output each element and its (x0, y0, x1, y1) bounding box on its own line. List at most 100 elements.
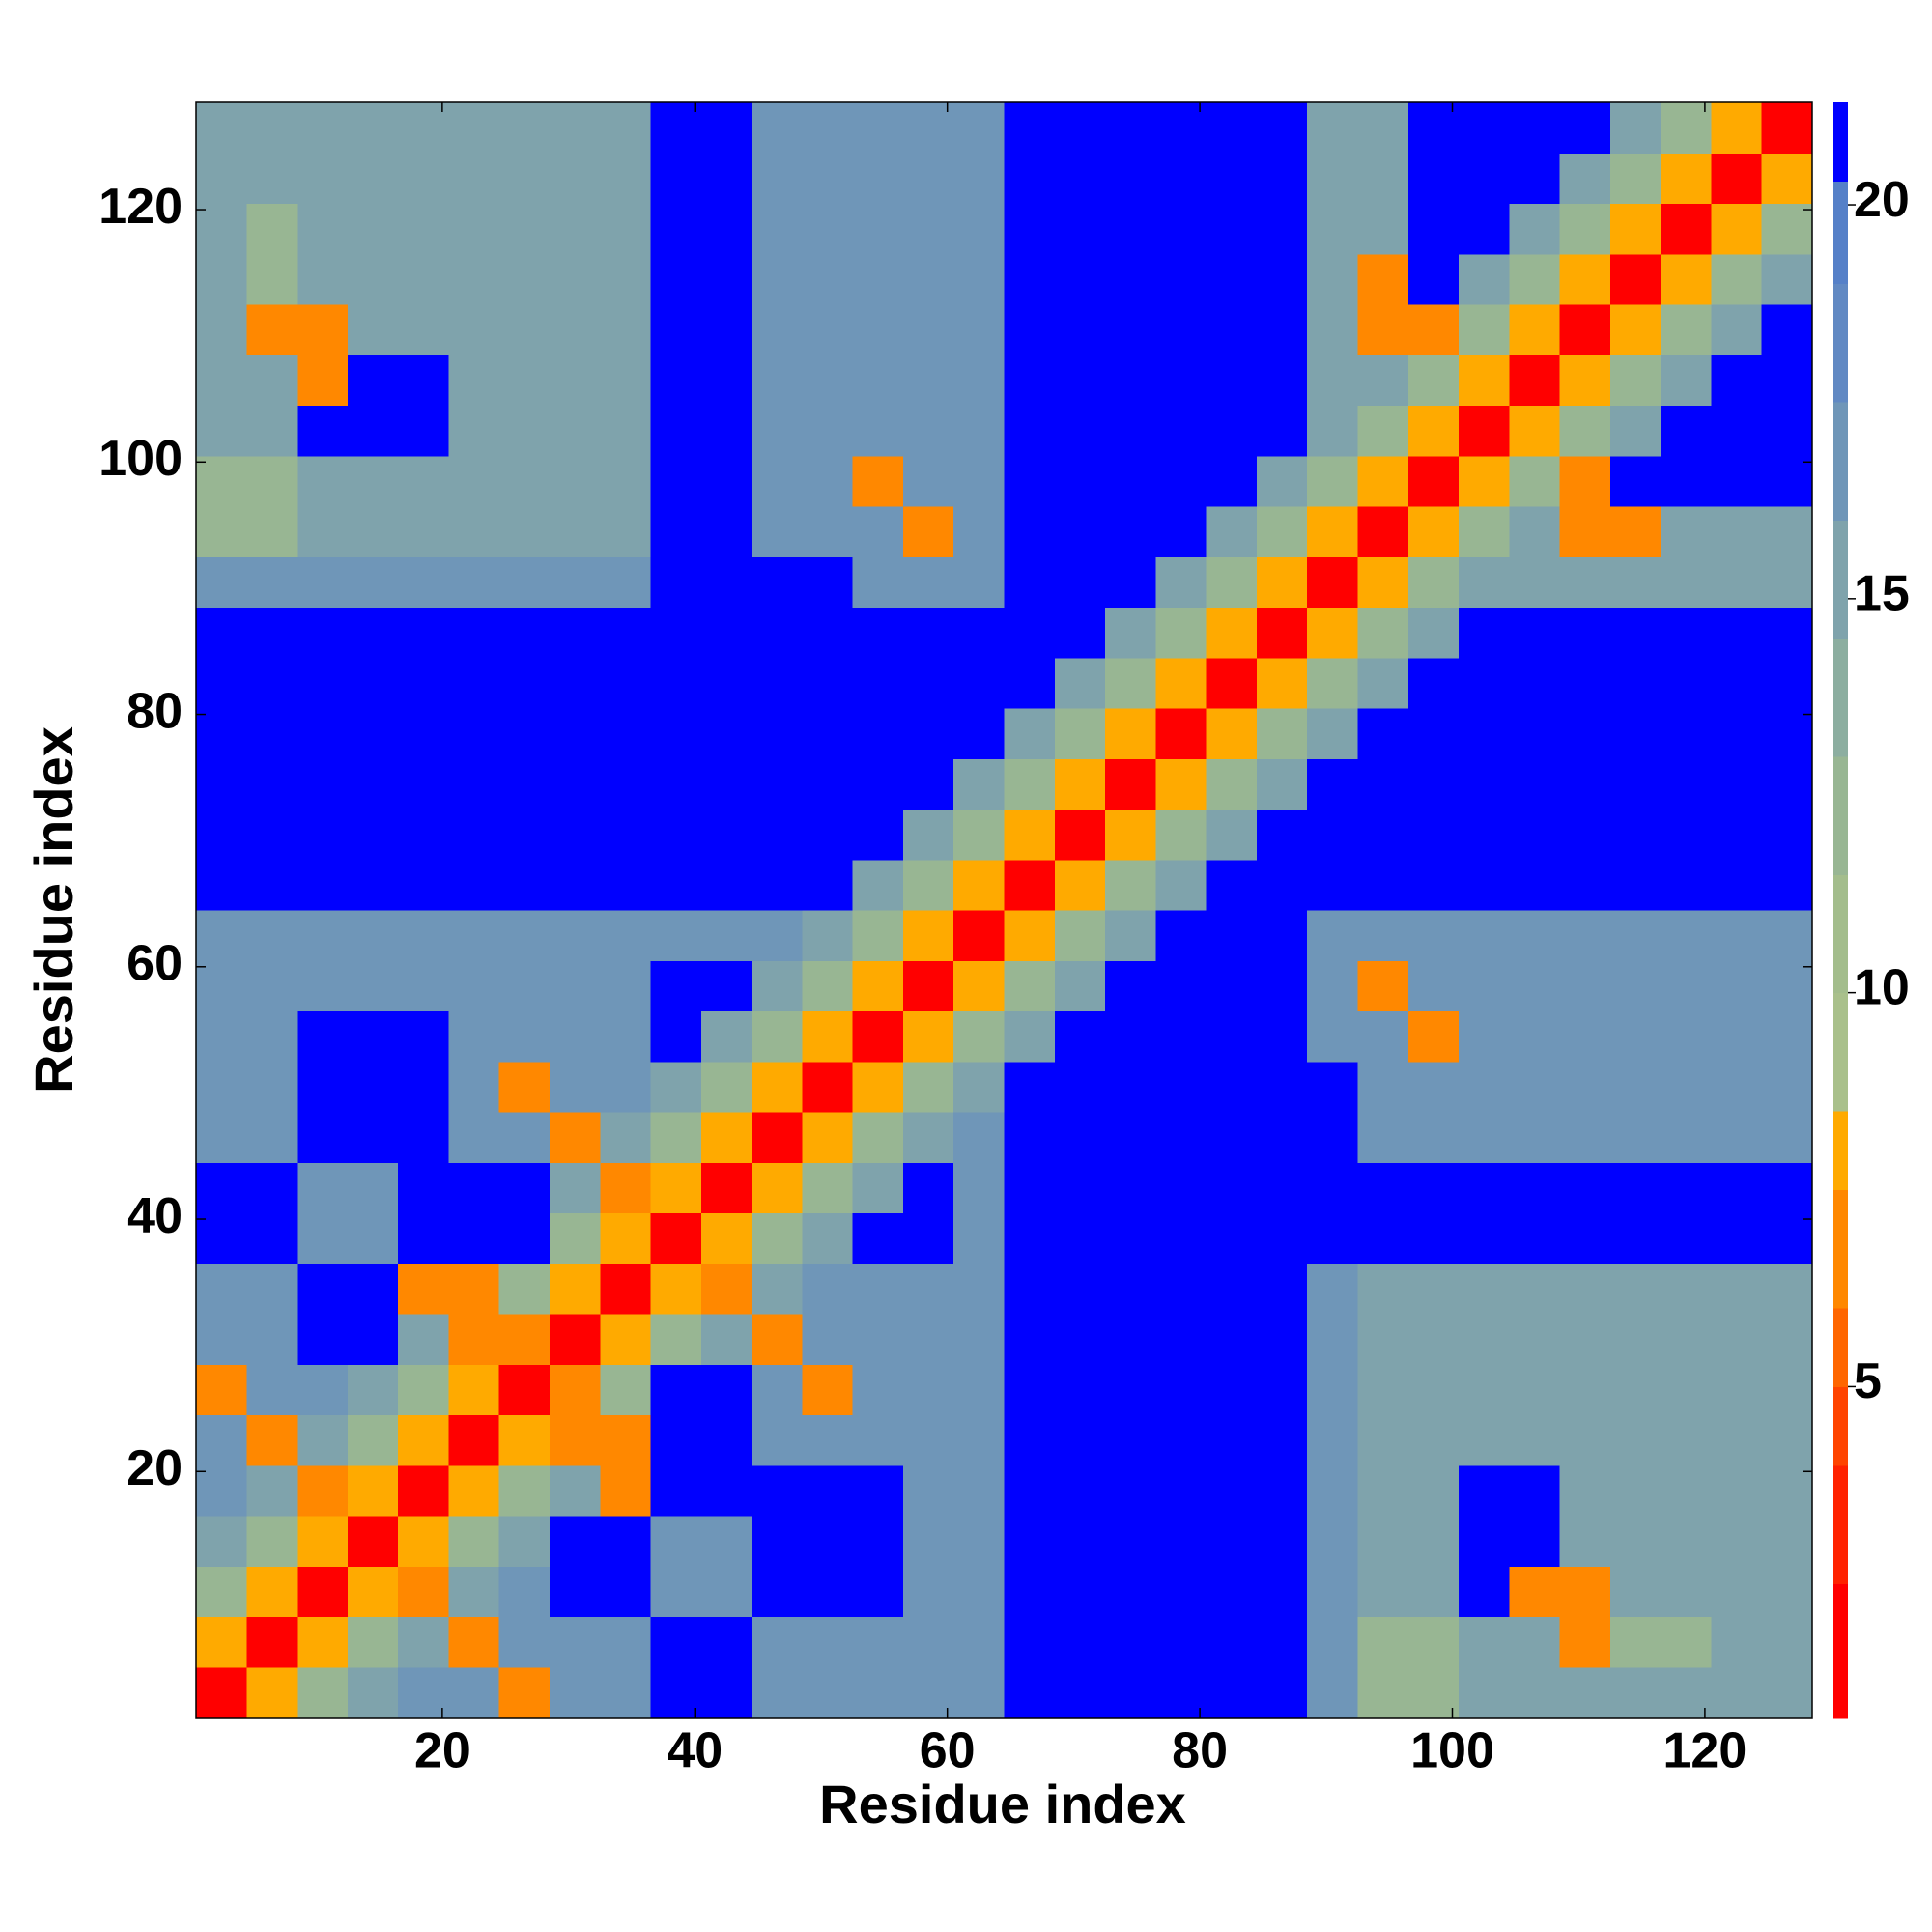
heatmap-cell (297, 556, 349, 609)
heatmap-cell (1459, 153, 1510, 205)
heatmap-cell (448, 102, 500, 154)
heatmap-cell (1559, 1314, 1611, 1365)
heatmap-cell (1307, 203, 1359, 255)
heatmap-cell (1155, 506, 1208, 557)
heatmap-cell (448, 153, 500, 205)
heatmap-cell (1609, 758, 1662, 810)
heatmap-cell (1256, 1516, 1308, 1567)
heatmap-cell (1155, 1616, 1208, 1668)
heatmap-cell (852, 1162, 904, 1214)
heatmap-cell (700, 657, 753, 709)
heatmap-cell (1155, 1162, 1208, 1214)
heatmap-cell (246, 405, 298, 457)
heatmap-cell (1761, 1616, 1813, 1668)
heatmap-cell (1004, 355, 1056, 407)
heatmap-cell (700, 1314, 753, 1365)
heatmap-cell (1105, 556, 1156, 609)
heatmap-cell (1559, 859, 1611, 911)
heatmap-cell (1711, 1061, 1763, 1113)
heatmap-cell (1206, 1566, 1258, 1618)
heatmap-cell (1609, 1010, 1662, 1063)
heatmap-cell (852, 1566, 904, 1618)
heatmap-cell (1711, 1162, 1763, 1214)
heatmap-cell (1206, 405, 1258, 457)
heatmap-cell (752, 1314, 803, 1365)
heatmap-cell (398, 405, 450, 457)
heatmap-cell (802, 556, 854, 609)
heatmap-cell (953, 153, 1006, 205)
heatmap-cell (953, 809, 1006, 861)
heatmap-cell (1711, 405, 1763, 457)
heatmap-cell (852, 859, 904, 911)
heatmap-cell (1661, 1414, 1713, 1466)
heatmap-cell (1206, 355, 1258, 407)
heatmap-cell (1711, 1364, 1763, 1416)
heatmap-cell (498, 153, 551, 205)
heatmap-cell (902, 1061, 954, 1113)
heatmap-cell (802, 304, 854, 355)
heatmap-cell (448, 203, 500, 255)
heatmap-cell (1407, 203, 1460, 255)
heatmap-cell (953, 1364, 1006, 1416)
heatmap-cell (1307, 960, 1359, 1012)
heatmap-cell (246, 304, 298, 355)
heatmap-cell (246, 859, 298, 911)
heatmap-cell (498, 1566, 551, 1618)
heatmap-cell (498, 708, 551, 759)
heatmap-cell (1054, 607, 1106, 659)
heatmap-cell (498, 1212, 551, 1264)
heatmap-cell (650, 203, 702, 255)
heatmap-cell (246, 910, 298, 961)
heatmap-cell (1761, 253, 1813, 305)
heatmap-cell (347, 657, 399, 709)
heatmap-cell (902, 960, 954, 1012)
y-axis-label: Residue index (23, 726, 84, 1094)
colorbar-tick-label: 5 (1854, 1353, 1882, 1409)
heatmap-cell (1559, 455, 1611, 507)
heatmap-cell (1459, 657, 1510, 709)
heatmap-cell (1761, 1464, 1813, 1517)
x-tick-label: 60 (920, 1723, 976, 1779)
heatmap-cell (398, 657, 450, 709)
heatmap-cell (297, 455, 349, 507)
heatmap-cell (1105, 304, 1156, 355)
heatmap-cell (196, 859, 247, 911)
heatmap-cell (1357, 1061, 1409, 1113)
heatmap-cell (549, 1314, 601, 1365)
heatmap-cell (1105, 1162, 1156, 1214)
heatmap-cell (1256, 1464, 1308, 1517)
heatmap-cell (498, 355, 551, 407)
heatmap-cell (297, 355, 349, 407)
heatmap-cell (600, 1314, 652, 1365)
heatmap-cell (1609, 1061, 1662, 1113)
heatmap-cell (953, 1010, 1006, 1063)
heatmap-cell (752, 1162, 803, 1214)
heatmap-cell (1661, 1112, 1713, 1163)
heatmap-cell (1155, 708, 1208, 759)
heatmap-cell (802, 203, 854, 255)
heatmap-cell (600, 1263, 652, 1315)
heatmap-cell (600, 355, 652, 407)
heatmap-cell (1004, 1666, 1056, 1719)
heatmap-cell (700, 102, 753, 154)
heatmap-cell (297, 1061, 349, 1113)
heatmap-cell (398, 1666, 450, 1719)
heatmap-cell (953, 556, 1006, 609)
heatmap-cell (1357, 405, 1409, 457)
heatmap-cell (448, 1212, 500, 1264)
heatmap-cell (1155, 153, 1208, 205)
heatmap-cell (1004, 1010, 1056, 1063)
heatmap-cell (448, 758, 500, 810)
heatmap-cell (1459, 1666, 1510, 1719)
heatmap-cell (549, 1010, 601, 1063)
heatmap-cell (1105, 758, 1156, 810)
heatmap-cell (752, 1112, 803, 1163)
heatmap-cell (246, 607, 298, 659)
heatmap-cell (1609, 304, 1662, 355)
heatmap-cell (448, 708, 500, 759)
heatmap-cell (1509, 102, 1561, 154)
heatmap-cell (1761, 1666, 1813, 1719)
heatmap-cell (752, 1464, 803, 1517)
heatmap-cell (1206, 1263, 1258, 1315)
heatmap-cell (1761, 657, 1813, 709)
